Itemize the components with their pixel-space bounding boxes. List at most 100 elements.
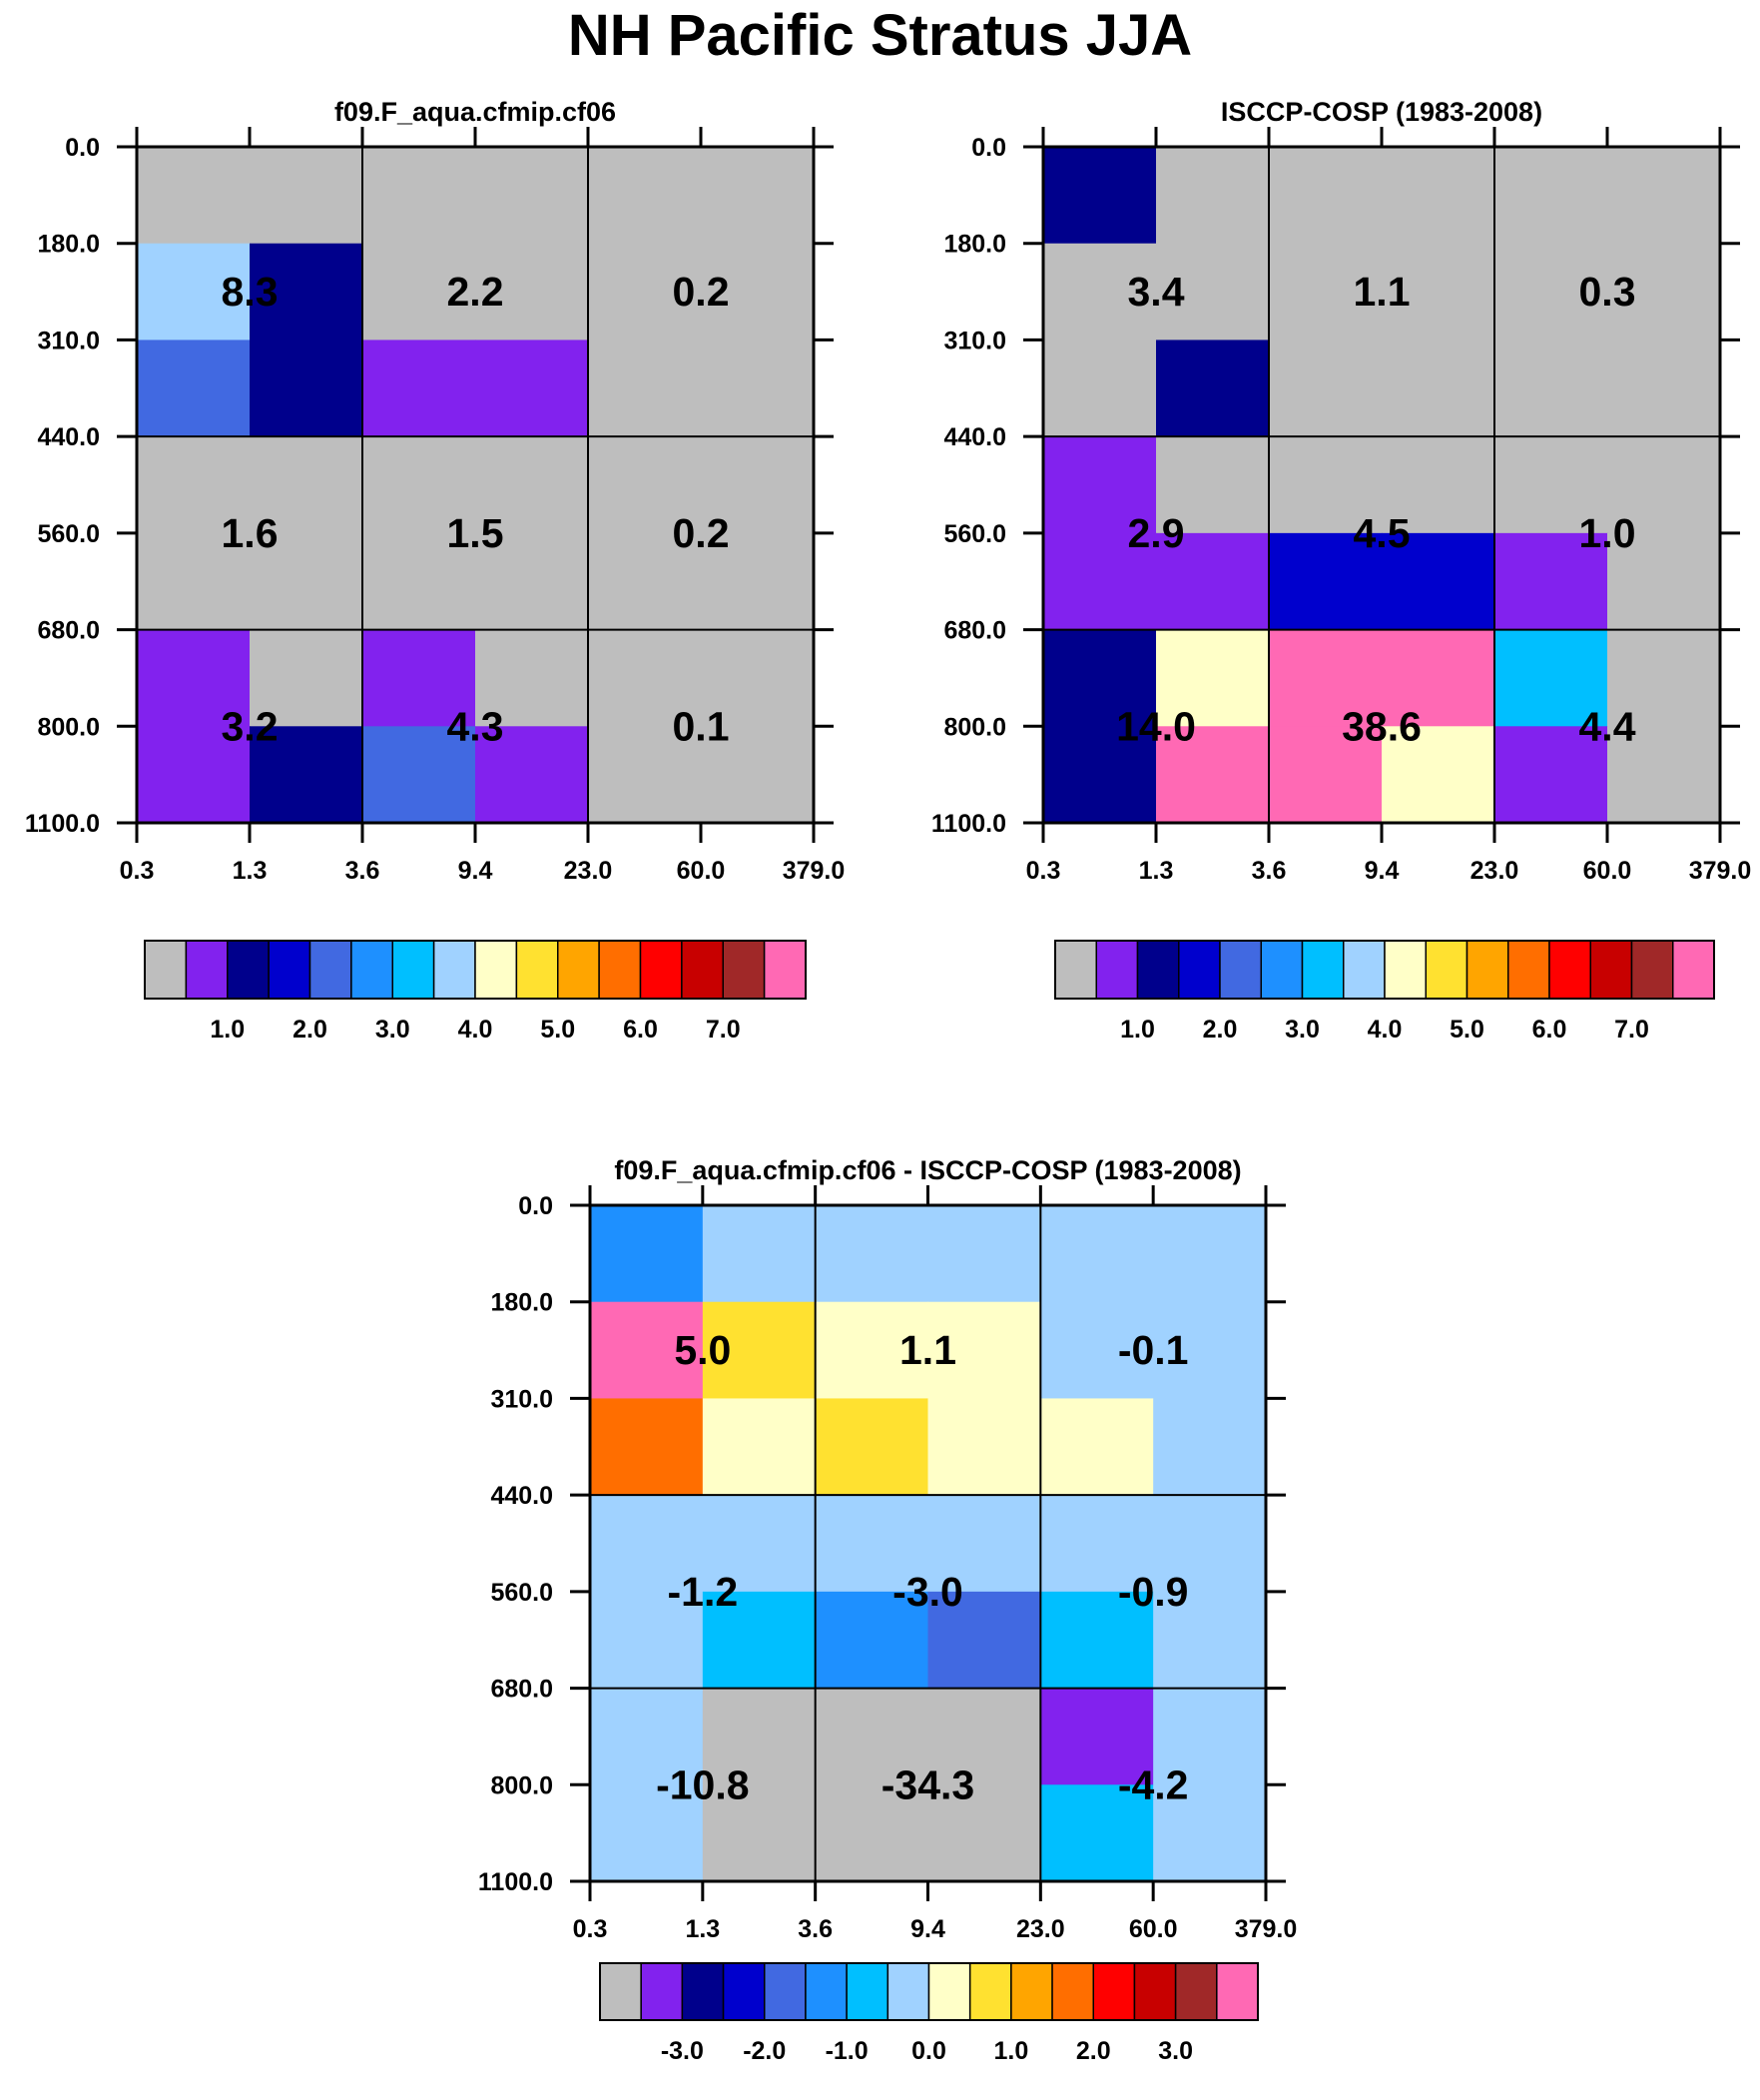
heatmap-cell (362, 436, 476, 534)
heatmap-cell (588, 340, 702, 437)
colorbar-label: 1.0 (210, 1016, 245, 1044)
x-tick-label: 379.0 (783, 857, 846, 885)
x-tick-label: 3.6 (1252, 857, 1287, 885)
heatmap-cell (1607, 436, 1721, 534)
colorbar-swatch (763, 940, 807, 1000)
colorbar-swatch (722, 940, 766, 1000)
heatmap-cell (701, 147, 815, 245)
heatmap-cell (1153, 1688, 1267, 1785)
heatmap-cell (1043, 629, 1157, 727)
heatmap-cell (702, 1301, 817, 1400)
colorbar-swatch (1589, 940, 1633, 1000)
cell-value-label: 1.1 (1354, 269, 1411, 315)
cell-value-label: 3.4 (1128, 269, 1185, 315)
colorbar-swatch (805, 1962, 848, 2021)
heatmap-cell (1607, 243, 1721, 342)
heatmap-cell (927, 1784, 1041, 1882)
colorbar-label: 0.0 (911, 2037, 946, 2065)
colorbar-swatch (144, 940, 188, 1000)
heatmap-cell (1607, 147, 1721, 245)
colorbar-swatch (681, 940, 724, 1000)
heatmap-cell (1040, 1301, 1154, 1400)
x-tick-label: 1.3 (685, 1915, 720, 1943)
colorbar-swatch (1260, 940, 1304, 1000)
colorbar-label: 4.0 (1368, 1016, 1403, 1044)
heatmap-cell (1494, 147, 1608, 245)
heatmap-cell (1043, 243, 1157, 342)
x-tick-label: 0.3 (120, 857, 155, 885)
heatmap-cell (590, 1398, 704, 1496)
cell-value-label: 8.3 (222, 269, 279, 315)
cell-value-label: 5.0 (674, 1327, 731, 1373)
heatmap-cell (137, 147, 251, 245)
heatmap-cell (1494, 726, 1608, 824)
heatmap-cell (1382, 629, 1495, 727)
y-tick-label: 1100.0 (478, 1868, 553, 1896)
cell-value-label: -0.9 (1118, 1569, 1189, 1615)
colorbar-swatch (1507, 940, 1550, 1000)
heatmap-cell (250, 532, 363, 631)
heatmap-cell (1156, 532, 1270, 631)
y-tick-label: 800.0 (37, 713, 100, 741)
colorbar-swatch (846, 1962, 889, 2021)
heatmap-cell (815, 1688, 929, 1785)
colorbar-swatch (1092, 1962, 1136, 2021)
heatmap-cell (1269, 147, 1383, 245)
cell-value-label: 0.3 (1579, 269, 1636, 315)
heatmap-cell (362, 726, 476, 824)
colorbar-label: 2.0 (293, 1016, 327, 1044)
colorbar-swatch (640, 1962, 684, 2021)
heatmap-cell (137, 726, 251, 824)
x-tick-label: 3.6 (345, 857, 380, 885)
heatmap-cell (1040, 1205, 1154, 1303)
heatmap-cell (137, 532, 251, 631)
colorbar-swatch (968, 1962, 1012, 2021)
heatmap-cell (927, 1301, 1041, 1400)
heatmap-cell (1043, 436, 1157, 534)
heatmap-cell (701, 243, 815, 342)
colorbar-swatch (1174, 1962, 1218, 2021)
colorbar-swatch (308, 940, 352, 1000)
cell-value-label: 2.9 (1128, 510, 1185, 556)
cell-value-label: 38.6 (1342, 703, 1422, 749)
y-tick-label: 310.0 (943, 327, 1006, 354)
y-tick-label: 440.0 (943, 423, 1006, 451)
colorbar-label: 6.0 (623, 1016, 658, 1044)
cell-value-label: -1.2 (668, 1569, 739, 1615)
cell-value-label: 1.1 (899, 1327, 956, 1373)
y-tick-label: 800.0 (943, 713, 1006, 741)
colorbar-swatch (598, 940, 642, 1000)
heatmap-cell (927, 1591, 1041, 1690)
colorbar-frame (599, 1962, 1259, 2021)
heatmap-cell (1382, 147, 1495, 245)
cell-value-label: 1.0 (1579, 510, 1636, 556)
heatmap-cell (1156, 243, 1270, 342)
y-tick-label: 560.0 (943, 520, 1006, 548)
heatmap-cell (702, 1398, 817, 1496)
heatmap-cell (701, 629, 815, 727)
heatmap-cell (1494, 340, 1608, 437)
y-tick-label: 0.0 (65, 134, 100, 162)
colorbar-swatch (185, 940, 229, 1000)
y-tick-label: 560.0 (490, 1579, 553, 1607)
cell-value-label: 1.5 (447, 510, 504, 556)
y-tick-label: 180.0 (37, 231, 100, 259)
heatmap-cell (1269, 436, 1383, 534)
cell-value-label: -3.0 (892, 1569, 963, 1615)
y-tick-label: 310.0 (37, 327, 100, 354)
heatmap-cell (1269, 340, 1383, 437)
heatmap-cell (815, 1398, 929, 1496)
heatmap-cell (1043, 726, 1157, 824)
heatmap-cell (590, 1591, 704, 1690)
heatmap-cell (137, 243, 251, 342)
heatmap-cell (1269, 629, 1383, 727)
colorbar-swatch (927, 1962, 971, 2021)
panel-1: f09.F_aqua.cfmip.cf06 0.3 1.3 3.6 9.4 23.0 60.… (25, 97, 845, 1044)
colorbar-frame (1054, 940, 1715, 1000)
heatmap-cell (815, 1301, 929, 1400)
heatmap-cell (927, 1688, 1041, 1785)
heatmap-cell (1156, 629, 1270, 727)
x-tick-label: 379.0 (1689, 857, 1752, 885)
colorbar-label: 5.0 (1450, 1016, 1484, 1044)
panel-2: ISCCP-COSP (1983-2008) 0.3 1.3 3.6 9.4 23.0 60… (931, 97, 1751, 1044)
